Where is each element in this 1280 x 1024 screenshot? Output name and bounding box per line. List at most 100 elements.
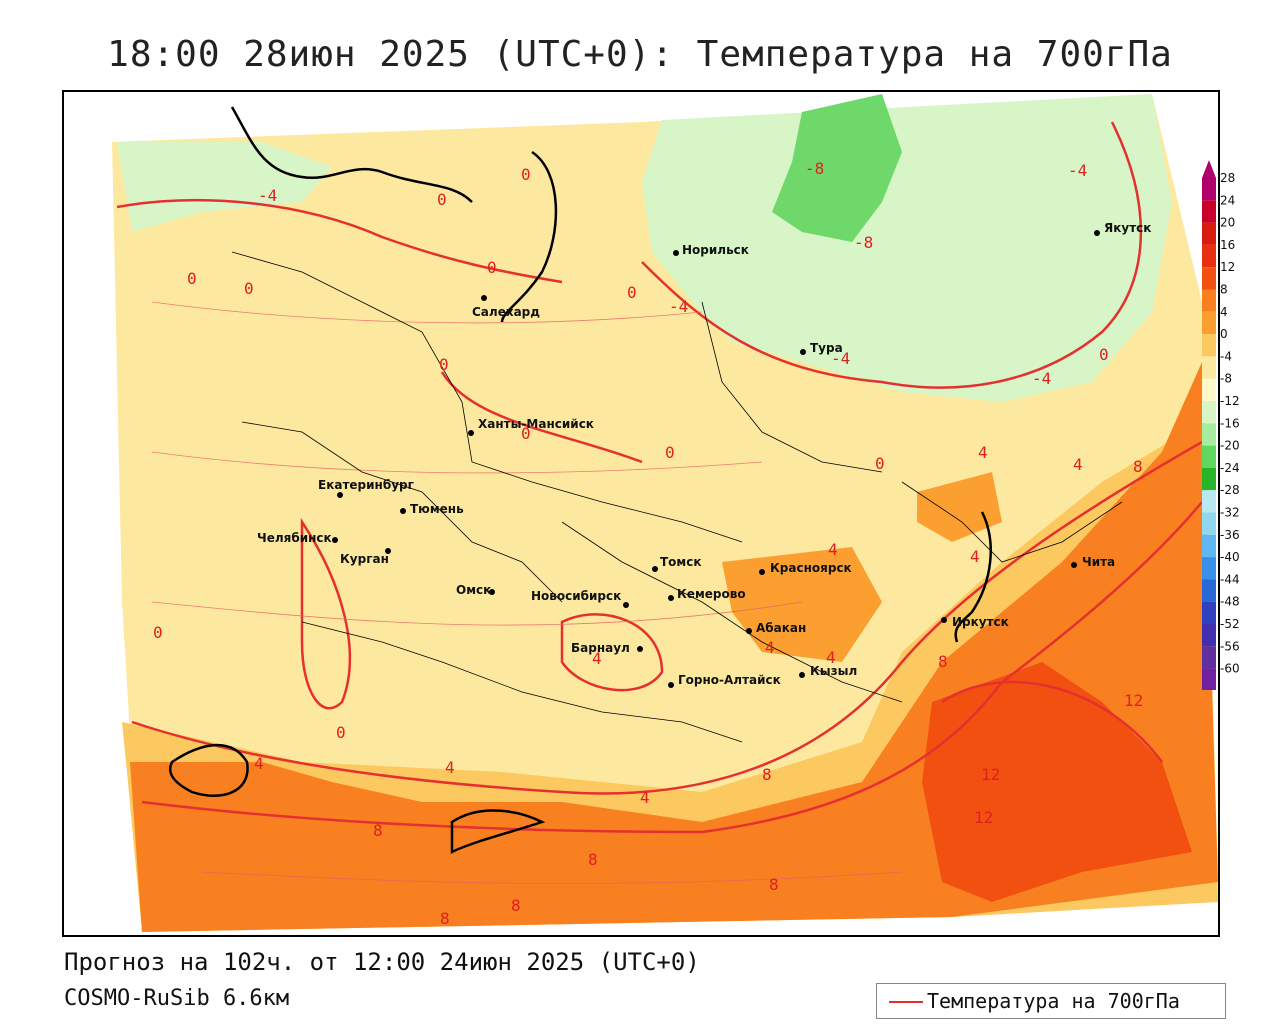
svg-text:0: 0 [439,355,449,374]
scale-swatch [1202,490,1216,513]
city-tura: Тура [800,341,843,355]
scale-tick-label: -4 [1220,349,1232,363]
warm-patch-baikal [917,472,1002,542]
model-name: COSMO-RuSib 6.6км [64,986,290,1011]
scale-tick-label: -48 [1220,595,1240,609]
svg-text:0: 0 [521,165,531,184]
scale-swatch [1202,445,1216,468]
scale-swatch [1202,579,1216,602]
scale-swatch [1202,222,1216,245]
scale-tick-label: 12 [1220,260,1235,274]
isotherm-lines [116,121,1203,834]
svg-text:-4: -4 [831,349,850,368]
svg-text:8: 8 [373,821,383,840]
admin-borders [231,251,1123,743]
svg-text:Тюмень: Тюмень [410,502,464,516]
city-abakan: Абакан [746,621,806,635]
svg-text:Горно-Алтайск: Горно-Алтайск [678,673,781,687]
isoline-value-labels: -4 0 0 0 -8 -8 -4 0 0 -4 -4 0 0 0 0 -4 0… [153,159,1143,928]
svg-text:0: 0 [153,623,163,642]
scale-tick-label: -24 [1220,461,1240,475]
city-tomsk: Томск [652,555,702,572]
scale-swatch [1202,244,1216,268]
scale-swatch [1202,267,1216,290]
svg-text:Абакан: Абакан [756,621,806,635]
legend-label: Температура на 700гПа [927,989,1180,1013]
svg-text:Якутск: Якутск [1104,221,1151,235]
forecast-map: Салехард Норильск Якутск Тура Ханты-Манс… [62,90,1220,937]
svg-text:4: 4 [970,547,980,566]
svg-text:12: 12 [974,808,993,827]
scale-tick-label: -36 [1220,528,1240,542]
scale-swatch [1202,423,1216,446]
svg-text:Салехард: Салехард [472,305,540,319]
city-yakutsk: Якутск [1094,221,1151,236]
scale-swatch [1202,200,1216,223]
svg-text:8: 8 [588,850,598,869]
scale-swatch [1202,557,1216,580]
svg-text:Омск: Омск [456,583,491,597]
city-kyzyl: Кызыл [799,664,857,678]
city-khanty-mansiysk: Ханты-Мансийск [468,417,594,436]
scale-tick-label: -60 [1220,662,1240,676]
svg-text:Челябинск: Челябинск [257,531,332,545]
cold-zone-north-west [117,142,332,232]
scale-swatch [1202,289,1216,312]
map-title: 18:00 28июн 2025 (UTC+0): Температура на… [107,34,1173,75]
scale-swatch [1202,178,1216,201]
scale-swatch [1202,311,1216,335]
svg-text:0: 0 [627,283,637,302]
svg-text:0: 0 [875,454,885,473]
scale-swatch [1202,624,1216,647]
scale-tick-label: 8 [1220,283,1228,297]
scale-tick-label: -40 [1220,550,1240,564]
scale-tick-label: 28 [1220,171,1235,185]
scale-tick-label: -12 [1220,394,1240,408]
scale-swatch [1202,378,1216,401]
scale-top-arrow [1202,160,1216,178]
svg-text:4: 4 [828,540,838,559]
scale-tick-label: 16 [1220,238,1235,252]
scale-swatch [1202,601,1216,624]
svg-text:12: 12 [981,765,1000,784]
scale-swatch [1202,512,1216,535]
svg-text:Кемерово: Кемерово [677,587,746,601]
map-canvas: Салехард Норильск Якутск Тура Ханты-Манс… [112,94,1218,932]
scale-tick-label: 24 [1220,193,1235,207]
svg-text:Чита: Чита [1082,555,1115,569]
scale-tick-label: 4 [1220,305,1228,319]
scale-swatch [1202,356,1216,379]
svg-text:-4: -4 [1032,369,1051,388]
svg-text:Новосибирск: Новосибирск [531,589,621,603]
svg-text:0: 0 [336,723,346,742]
city-kurgan: Курган [340,548,391,566]
svg-text:-8: -8 [805,159,824,178]
svg-text:4: 4 [254,754,264,773]
svg-text:8: 8 [1133,457,1143,476]
scale-tick-label: -16 [1220,416,1240,430]
svg-text:8: 8 [938,652,948,671]
svg-text:Курган: Курган [340,552,389,566]
svg-text:0: 0 [665,443,675,462]
svg-text:8: 8 [769,875,779,894]
city-gorno-altaysk: Горно-Алтайск [668,673,781,688]
forecast-info: Прогноз на 102ч. от 12:00 24июн 2025 (UT… [64,948,700,976]
scale-tick-label: -44 [1220,572,1240,586]
scale-tick-label: -32 [1220,506,1240,520]
color-scale-bar: 28 24 20 16 12 8 4 0 -4 -8 -12 -16 -20 -24 -28 -32 -36 -4… [1202,160,1240,709]
coastlines [168,106,992,855]
svg-text:Норильск: Норильск [682,243,749,257]
scale-tick-label: -20 [1220,439,1240,453]
city-chelyabinsk: Челябинск [257,531,338,545]
cold-zone-minus8 [772,94,902,242]
svg-text:Тура: Тура [810,341,843,355]
city-norilsk: Норильск [673,243,749,257]
city-krasnoyarsk: Красноярск [759,561,852,575]
scale-tick-label: 20 [1220,216,1235,230]
svg-text:4: 4 [640,788,650,807]
isotherm-thin-lines [151,301,903,884]
scale-tick-label: -56 [1220,639,1240,653]
svg-text:0: 0 [1099,345,1109,364]
cold-zone-north [642,94,1172,402]
svg-text:4: 4 [592,649,602,668]
